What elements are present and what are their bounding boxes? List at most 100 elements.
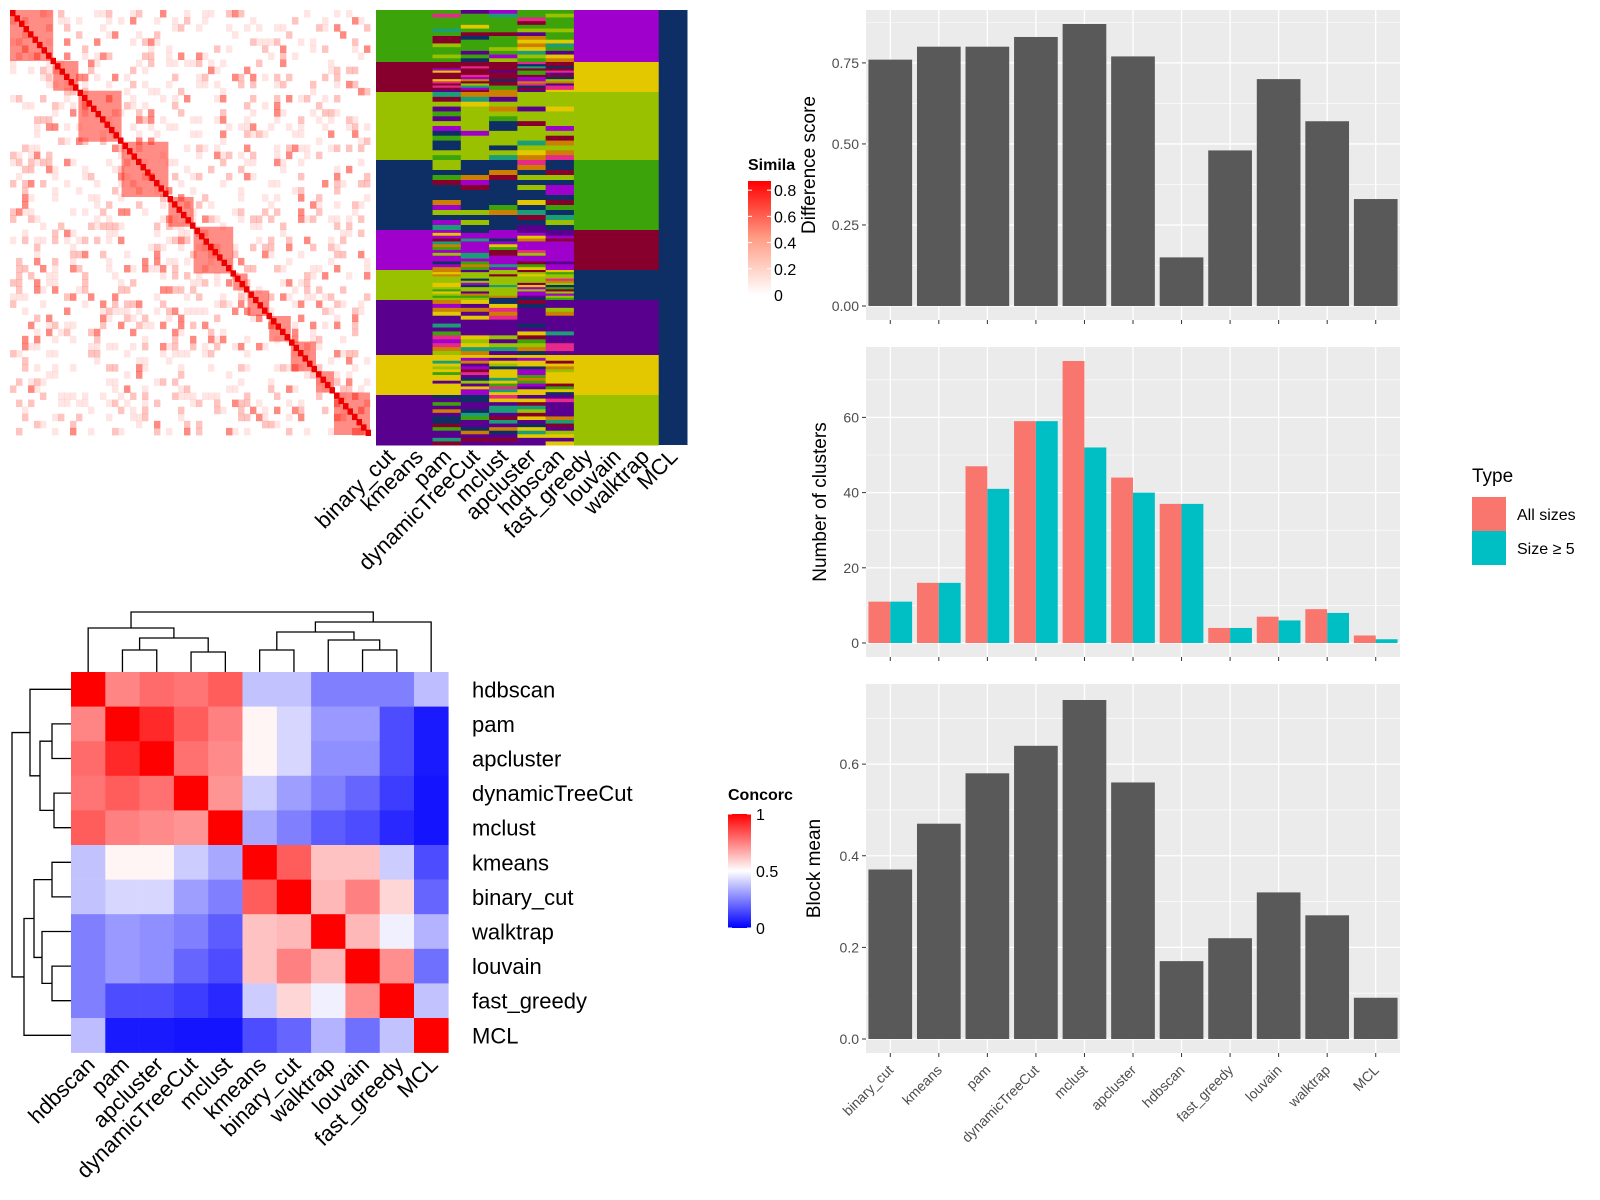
similarity-cell xyxy=(34,236,41,245)
similarity-cell xyxy=(178,406,185,415)
concordance-cell xyxy=(173,810,209,846)
membership-cell xyxy=(489,311,518,317)
membership-cell xyxy=(573,165,603,171)
similarity-cell xyxy=(118,286,125,294)
similarity-diagonal xyxy=(149,174,155,181)
membership-cell xyxy=(573,85,603,89)
similarity-cell xyxy=(166,257,173,266)
similarity-cell xyxy=(70,250,77,259)
membership-cell xyxy=(489,17,518,22)
similarity-cell xyxy=(82,236,89,245)
similarity-cell xyxy=(154,222,161,230)
similarity-diagonal xyxy=(275,323,281,330)
membership-cell xyxy=(404,62,434,70)
membership-cell xyxy=(517,145,547,151)
membership-cell xyxy=(573,412,603,417)
bar xyxy=(1159,257,1204,306)
similarity-diagonal xyxy=(50,57,56,65)
similarity-diagonal xyxy=(194,227,200,235)
membership-cell xyxy=(573,287,603,290)
membership-cell xyxy=(545,85,575,89)
similarity-cell xyxy=(280,229,287,238)
membership-cell xyxy=(460,402,490,407)
membership-cell xyxy=(573,434,603,439)
similarity-cell xyxy=(250,130,257,138)
similarity-cell xyxy=(58,10,65,18)
similarity-cell xyxy=(244,427,251,436)
membership-cell xyxy=(630,437,660,442)
membership-cell xyxy=(630,380,660,385)
similarity-cell xyxy=(220,109,227,117)
membership-cell xyxy=(460,175,490,181)
membership-cell xyxy=(573,24,603,30)
similarity-cell xyxy=(184,95,191,103)
bar xyxy=(965,46,1010,306)
membership-cell xyxy=(460,267,490,271)
membership-cell xyxy=(376,62,405,70)
similarity-cell xyxy=(118,151,125,160)
similarity-cell xyxy=(82,286,89,294)
similarity-cell xyxy=(262,130,269,138)
similarity-cell xyxy=(334,180,341,188)
membership-cell xyxy=(573,50,603,56)
similarity-cell xyxy=(178,243,185,252)
similarity-cell xyxy=(286,427,293,436)
membership-cell xyxy=(602,66,631,69)
similarity-cell xyxy=(16,399,23,408)
membership-cell xyxy=(376,270,405,278)
membership-cell xyxy=(630,85,660,89)
similarity-cell xyxy=(130,123,137,131)
similarity-cell xyxy=(364,378,371,386)
similarity-cell xyxy=(238,10,245,18)
similarity-cell xyxy=(232,342,239,351)
similarity-cell xyxy=(136,420,143,429)
similarity-legend: Simila 0.80.60.40.20 xyxy=(748,157,796,305)
similarity-cell xyxy=(322,95,329,103)
similarity-diagonal xyxy=(10,10,16,17)
dendrogram-branch xyxy=(33,878,52,959)
membership-cell xyxy=(602,366,631,370)
membership-cell xyxy=(545,89,575,93)
similarity-cell xyxy=(250,406,257,415)
similarity-cell xyxy=(268,215,275,223)
similarity-cell xyxy=(100,222,107,230)
similarity-cell xyxy=(130,38,137,46)
similarity-cell xyxy=(322,17,329,25)
similarity-cell xyxy=(328,427,335,436)
membership-cell xyxy=(460,54,490,59)
membership-cell xyxy=(404,300,434,315)
similarity-cell xyxy=(100,208,107,216)
membership-cell xyxy=(545,255,575,260)
similarity-cell xyxy=(214,314,221,323)
membership-cell xyxy=(517,170,547,176)
similarity-cell xyxy=(310,272,317,280)
membership-cell xyxy=(460,190,490,196)
similarity-cell xyxy=(292,328,299,337)
membership-cell xyxy=(602,247,631,251)
similarity-cell xyxy=(208,328,215,337)
concordance-cell xyxy=(105,983,140,1019)
membership-cell xyxy=(489,383,518,387)
membership-cell xyxy=(460,347,490,352)
similarity-cell xyxy=(100,314,107,323)
membership-cell xyxy=(489,81,518,84)
concordance-cell xyxy=(139,845,175,880)
similarity-cell xyxy=(124,350,131,358)
membership-cell xyxy=(517,285,547,288)
similarity-cell xyxy=(250,222,257,230)
membership-cell xyxy=(545,280,575,284)
similarity-diagonal xyxy=(226,265,232,272)
similarity-cell xyxy=(34,243,41,252)
similarity-cell xyxy=(328,293,335,301)
similarity-cell xyxy=(22,335,29,344)
similarity-cell xyxy=(190,187,197,195)
membership-cell xyxy=(602,372,631,376)
similarity-cell xyxy=(22,194,29,202)
similarity-cell xyxy=(16,257,23,266)
membership-cell xyxy=(489,423,518,428)
similarity-cell xyxy=(130,314,137,323)
similarity-diagonal xyxy=(154,180,160,187)
membership-cell xyxy=(489,377,518,382)
membership-cell xyxy=(432,175,462,181)
